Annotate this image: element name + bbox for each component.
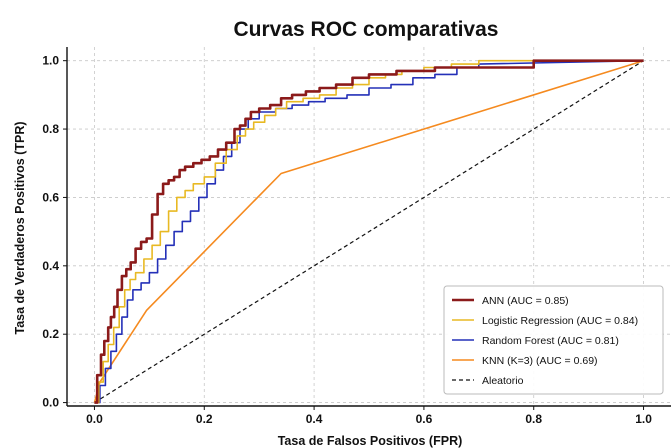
series-line-ann-auc-0-85 xyxy=(94,59,644,404)
y-tick-label-0: 0.0 xyxy=(42,396,59,410)
legend-label-4: Aleatorio xyxy=(482,375,524,387)
y-tick-label-4: 0.8 xyxy=(42,122,59,136)
y-tick-label-3: 0.6 xyxy=(42,190,59,204)
legend-label-2: Random Forest (AUC = 0.81) xyxy=(482,335,619,347)
legend-label-3: KNN (K=3) (AUC = 0.69) xyxy=(482,355,598,367)
x-tick-label-1: 0.2 xyxy=(196,412,213,426)
axes xyxy=(66,47,671,407)
legend-label-0: ANN (AUC = 0.85) xyxy=(482,295,569,307)
series-line-logistic-regression-auc-0-84 xyxy=(94,59,644,404)
y-tick-label-2: 0.4 xyxy=(42,259,59,273)
series-line-aleatorio xyxy=(94,60,644,404)
legend: ANN (AUC = 0.85) Logistic Regression (AUC… xyxy=(443,285,664,395)
legend-box xyxy=(443,285,664,395)
x-axis-label: Tasa de Falsos Positivos (FPR) xyxy=(278,434,463,448)
y-tick-label-1: 0.2 xyxy=(42,327,59,341)
x-tick-label-2: 0.4 xyxy=(306,412,323,426)
x-tick-label-0: 0.0 xyxy=(86,412,103,426)
x-tick-label-5: 1.0 xyxy=(635,412,652,426)
y-axis-label: Tasa de Verdaderos Positivos (TPR) xyxy=(13,121,27,334)
legend-label-1: Logistic Regression (AUC = 0.84) xyxy=(482,315,638,327)
tick-labels: 0.0 0.2 0.4 0.6 0.8 1.0 0.0 0.2 0.4 0.6 0.8 1.0 xyxy=(42,54,652,426)
y-tick-label-5: 1.0 xyxy=(42,54,59,68)
chart-title: Curvas ROC comparativas xyxy=(234,18,499,41)
x-tick-label-3: 0.6 xyxy=(416,412,433,426)
series-group xyxy=(93,59,644,404)
grid xyxy=(67,47,671,406)
x-tick-label-4: 0.8 xyxy=(525,412,542,426)
